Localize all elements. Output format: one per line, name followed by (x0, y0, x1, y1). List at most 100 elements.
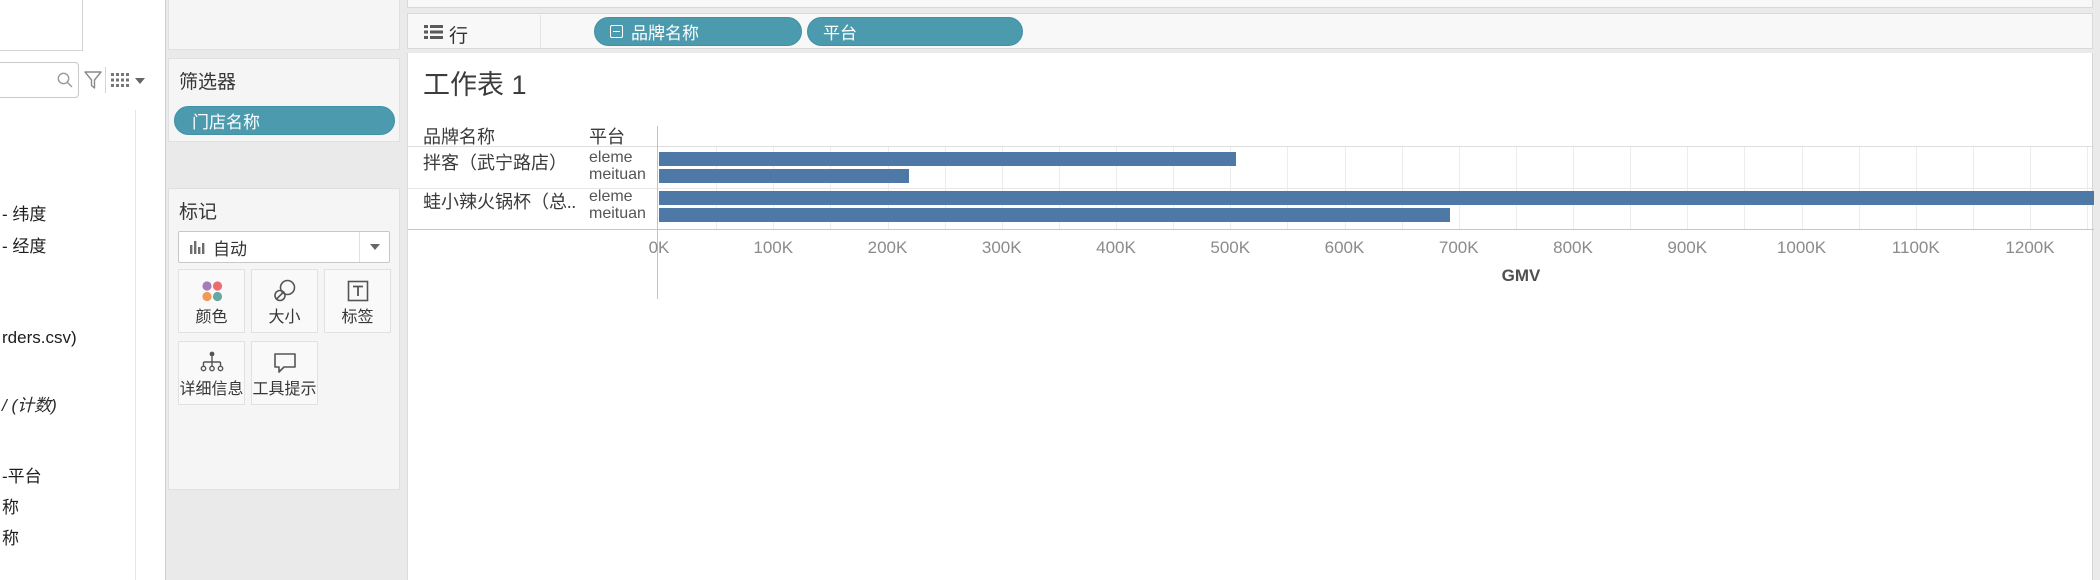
rows-shelf: 行 品牌名称 平台 (407, 13, 2093, 49)
filter-pill-store-name[interactable]: 门店名称 (174, 106, 395, 135)
divider (540, 15, 541, 48)
gridline (830, 147, 832, 229)
pages-shelf (168, 0, 400, 50)
gridline (1458, 147, 1460, 229)
size-circles-icon (272, 278, 298, 309)
gridline (1001, 147, 1003, 229)
x-axis-line (408, 229, 2094, 230)
caret-down-icon (369, 244, 380, 250)
gridline (2030, 147, 2031, 229)
header-underline (408, 146, 2094, 147)
marks-button-size-circles[interactable]: 大小 (251, 269, 318, 333)
data-pane: - 纬度 - 经度 rders.csv) / (计数) -平台称称 (0, 0, 166, 580)
gridline (1687, 147, 1689, 229)
marks-button-color-dots[interactable]: 颜色 (178, 269, 245, 333)
x-axis-tick-label: 900K (1667, 238, 1708, 257)
detail-tree-icon (198, 350, 226, 381)
x-axis-tick-label: 800K (1553, 238, 1593, 257)
pill-label: 品牌名称 (631, 24, 699, 43)
divider (105, 67, 106, 93)
gridline (1401, 147, 1403, 229)
platform-header-label[interactable]: eleme (589, 188, 633, 205)
marks-button-label: 大小 (268, 309, 301, 326)
search-icon (56, 71, 74, 94)
columns-shelf (407, 0, 2093, 8)
pill-label: 平台 (823, 24, 857, 43)
rows-shelf-icon (424, 24, 444, 45)
y-axis-line (657, 126, 658, 299)
gridline (1858, 147, 1860, 229)
gridline (887, 147, 889, 229)
gridline (1515, 147, 1517, 229)
field-list-item[interactable]: 称 (2, 498, 19, 517)
dropdown-caret-zone[interactable] (359, 232, 389, 262)
platform-header-label[interactable]: meituan (589, 205, 646, 222)
mark-type-dropdown[interactable]: 自动 (178, 231, 390, 263)
x-axis-title: GMV (1501, 266, 1541, 285)
field-list-item[interactable]: -平台 (2, 467, 42, 486)
marks-button-label: 颜色 (195, 309, 228, 326)
marks-button-label-t[interactable]: 标签 (324, 269, 391, 333)
mark-type-label: 自动 (213, 239, 247, 259)
divider (135, 110, 136, 580)
marks-button-label: 标签 (341, 309, 374, 326)
gmv-bar-meituan[interactable] (659, 208, 1450, 222)
x-axis-tick-label: 500K (1210, 238, 1251, 257)
filters-shelf-title: 筛选器 (179, 72, 237, 93)
platform-header-label[interactable]: eleme (589, 149, 633, 166)
field-list-item[interactable]: / (计数) (2, 396, 57, 415)
field-list-item[interactable]: rders.csv) (2, 328, 77, 347)
row-header-platform[interactable]: 平台 (589, 127, 625, 147)
platform-header-label[interactable]: meituan (589, 166, 646, 183)
filters-shelf: 筛选器 门店名称 (168, 58, 400, 142)
search-input[interactable] (0, 62, 79, 98)
marks-button-detail-tree[interactable]: 详细信息 (178, 341, 245, 405)
x-axis-tick-label: 600K (1324, 238, 1365, 257)
x-axis-tick-label: 400K (1096, 238, 1136, 257)
group-divider-line (408, 188, 2094, 189)
filter-pill-label: 门店名称 (192, 113, 260, 132)
marks-button-label: 详细信息 (179, 381, 244, 398)
x-axis-tick-label: 1200K (2005, 238, 2055, 257)
gmv-bar-eleme-clipped[interactable] (659, 191, 2094, 205)
data-pane-top-box (0, 0, 83, 51)
field-list-item[interactable]: 称 (2, 529, 19, 548)
filter-funnel-icon[interactable] (83, 70, 103, 96)
sheet-title[interactable]: 工作表 1 (423, 70, 527, 100)
gridline (1173, 147, 1175, 229)
collapse-minus-icon[interactable] (610, 25, 623, 38)
marks-card-title: 标记 (179, 202, 218, 223)
gridline (1344, 147, 1346, 229)
field-list-item[interactable]: - 纬度 (2, 205, 47, 224)
brand-header-label[interactable]: 蛙小辣火锅杯（总.. (423, 192, 576, 212)
rows-shelf-label: 行 (449, 26, 469, 47)
x-axis-tick-label: 700K (1438, 238, 1479, 257)
rows-pill-platform[interactable]: 平台 (807, 17, 1023, 46)
bar-chart-icon (189, 239, 205, 255)
gridline (1573, 147, 1574, 229)
marks-button-tooltip-bubble[interactable]: 工具提示 (251, 341, 318, 405)
gmv-bar-eleme[interactable] (659, 152, 1236, 166)
gridline (716, 147, 718, 229)
gridline (1801, 147, 1803, 229)
brand-header-label[interactable]: 拌客（武宁路店） (423, 153, 567, 173)
gridline (1058, 147, 1060, 229)
gridline (1230, 147, 1232, 229)
view-grid-icon[interactable] (111, 73, 130, 93)
color-dots-icon (199, 278, 225, 309)
row-header-brand[interactable]: 品牌名称 (423, 127, 495, 147)
gridline (944, 147, 946, 229)
worksheet: 工作表 1 品牌名称 平台 0K 100K 200K 300K 400K 500K 600K… (407, 53, 2094, 580)
field-list-item[interactable]: - 经度 (2, 237, 47, 256)
rows-pill-brand[interactable]: 品牌名称 (594, 17, 802, 46)
x-axis-tick-label: 1000K (1776, 238, 1827, 257)
label-t-icon (345, 278, 371, 309)
gmv-bar-meituan[interactable] (659, 169, 910, 183)
caret-down-icon[interactable] (135, 78, 145, 84)
gridline (1972, 147, 1974, 229)
x-axis-tick-label: 300K (981, 238, 1022, 257)
x-axis-tick-label: 1100K (1891, 238, 1940, 257)
x-axis-tick-label: 200K (867, 238, 908, 257)
gridline (2087, 147, 2089, 229)
